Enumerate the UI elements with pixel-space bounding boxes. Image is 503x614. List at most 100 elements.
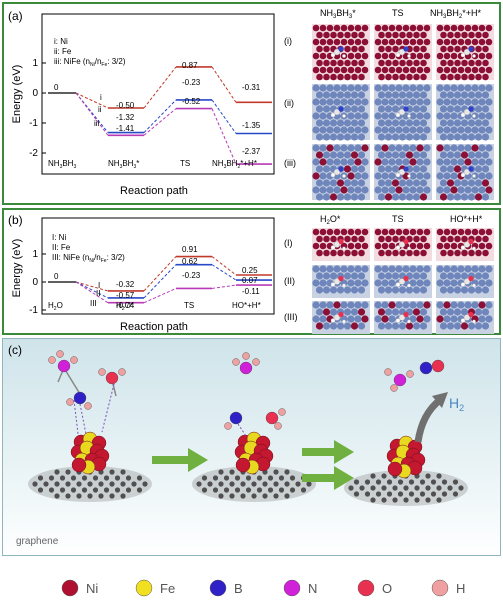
panel-b-ylabel: Energy (eV) (11, 239, 23, 298)
row-b-1: (I) (284, 238, 293, 248)
panel-b-structures: H2O* TS HO*+H* (I) (II) (III) (284, 214, 494, 334)
row-a-1: (i) (284, 36, 292, 46)
structure-b-2-0 (312, 301, 370, 334)
b-connector-II-2 (143, 264, 177, 299)
structure-a-1-0 (312, 84, 370, 141)
metal-cluster-2 (234, 431, 274, 475)
o-atom-3 (431, 359, 445, 373)
label-b-start: 0 (54, 272, 59, 281)
panel-b-state-labels: H2O H2O* TS HO*+H* (48, 301, 261, 312)
h-atom-3b (390, 384, 398, 392)
panel-a-tag: (a) (8, 9, 23, 23)
h2-label: H2 (449, 395, 464, 413)
ytick-a-m2: -2 (29, 148, 38, 159)
label-a-ads-ii: -1.32 (116, 113, 135, 122)
panel-a-frame (2, 2, 501, 205)
label-a-ts-ii: -0.23 (182, 78, 201, 87)
legend-label-o: O (382, 581, 392, 596)
n-atom-2 (239, 361, 253, 375)
panel-a-structures: NH3BH3* TS NH3BH2*+H* (i) (ii) (iii) (284, 8, 494, 201)
legend-label-ni: Ni (86, 581, 98, 596)
structure-b-1-2 (436, 265, 494, 298)
label-a-ads-iii: -1.41 (116, 124, 135, 133)
ytick-a-m1: -1 (29, 118, 38, 129)
panel-b-tag: (b) (8, 213, 23, 227)
atom-legend-svg: Ni Fe B N O H (61, 579, 465, 597)
graphene-sheet-3 (344, 470, 468, 506)
label-b-fs-3: -0.11 (242, 287, 260, 296)
panel-b-energy-levels (48, 255, 272, 304)
b-atom-2 (229, 411, 243, 425)
ytick-b-m1: -1 (29, 305, 38, 316)
label-a-ts-iii: -0.52 (182, 97, 201, 106)
legend-label-fe: Fe (160, 581, 175, 596)
structure-b-0-1 (374, 228, 432, 261)
b-connector-III-1 (75, 281, 109, 304)
panel-b-value-labels: 0 -0.32 -0.57 -0.74 0.91 0.62 -0.23 0.25… (54, 245, 260, 310)
h-atom-1f (98, 368, 106, 376)
panel-b-energy-diagram: (b) I: Ni II: Fe III: NiFe (nNi/nFe: 3/2… (8, 213, 275, 333)
step-arrow-2b (302, 466, 354, 490)
ytick-b-0: 0 (32, 277, 38, 288)
metal-cluster-1 (70, 431, 110, 475)
panel-a-yticks: 1 0 -1 -2 (29, 58, 46, 159)
b-connector-II-1 (75, 281, 109, 299)
h-atom-2a (232, 358, 240, 366)
col-a-3: NH3BH2*+H* (430, 8, 481, 20)
h-atom-1g (118, 368, 126, 376)
state-a-2: NH3BH3* (108, 159, 139, 170)
b-connector-I-2 (143, 256, 177, 292)
col-a-1: NH3BH3* (320, 8, 356, 20)
label-b-ts-1: 0.91 (182, 245, 198, 254)
a-connector-i-3 (211, 66, 237, 103)
metal-cluster-3 (386, 435, 426, 479)
graphene-sheet-2 (192, 466, 316, 502)
b-connector-I-3 (211, 256, 237, 276)
ytick-b-1: 1 (32, 249, 38, 260)
n-atom-3 (393, 373, 407, 387)
legend-swatch-n (283, 579, 301, 597)
structure-a-0-0 (312, 24, 370, 81)
b-atom-1 (73, 391, 87, 405)
state-b-4: HO*+H* (232, 301, 261, 310)
legend-b-2: II: Fe (52, 243, 71, 252)
structure-a-0-1 (374, 24, 432, 81)
h-atom-2e (278, 408, 286, 416)
legend-a-i: i: Ni (54, 37, 68, 46)
b-connector-I-1 (75, 281, 109, 292)
col-a-2: TS (392, 8, 404, 18)
h2-arrow-head (432, 392, 448, 408)
state-b-2: H2O* (116, 301, 134, 312)
structure-a-1-1 (374, 84, 432, 141)
ytick-a-1: 1 (32, 58, 38, 69)
panel-a-energy-diagram: (a) i: Ni ii: Fe iii: NiFe (nNi/nFe: 3/2… (8, 9, 275, 197)
label-b-ads-1: -0.32 (116, 280, 135, 289)
h-atom-3c (406, 370, 414, 378)
structure-b-2-2 (436, 301, 494, 334)
panel-a-energy-levels (48, 66, 272, 165)
col-b-3: HO*+H* (450, 214, 483, 224)
row-b-2: (II) (284, 276, 295, 286)
row-a-3: (iii) (284, 158, 296, 168)
h-atom-3a (384, 368, 392, 376)
panel-a-value-labels: 0 -0.50 -1.32 -1.41 0.87 -0.23 -0.52 -0.… (54, 61, 261, 156)
col-b-1: H2O* (320, 214, 341, 226)
panel-b-plot-area (41, 217, 275, 315)
structure-b-1-1 (374, 265, 432, 298)
panel-c-tag: (c) (8, 343, 22, 357)
label-b-fs-1: 0.25 (242, 266, 258, 275)
panel-b-xlabel: Reaction path (120, 321, 188, 333)
legend-swatch-ni (61, 579, 79, 597)
a-connector-i-1 (75, 92, 109, 109)
legend-swatch-h (431, 579, 449, 597)
label-a-fs-i: -0.31 (242, 83, 261, 92)
a-connector-ii-3 (211, 99, 237, 134)
b-connector-III-3 (211, 284, 237, 289)
state-b-1: H2O (48, 301, 63, 312)
label-a-roman-i: i (100, 93, 102, 102)
structure-a-1-2 (436, 84, 494, 141)
panel-a-ylabel: Energy (eV) (11, 65, 23, 124)
legend-label-b: B (234, 581, 243, 596)
graphene-label: graphene (16, 536, 59, 547)
label-a-start: 0 (54, 83, 59, 92)
